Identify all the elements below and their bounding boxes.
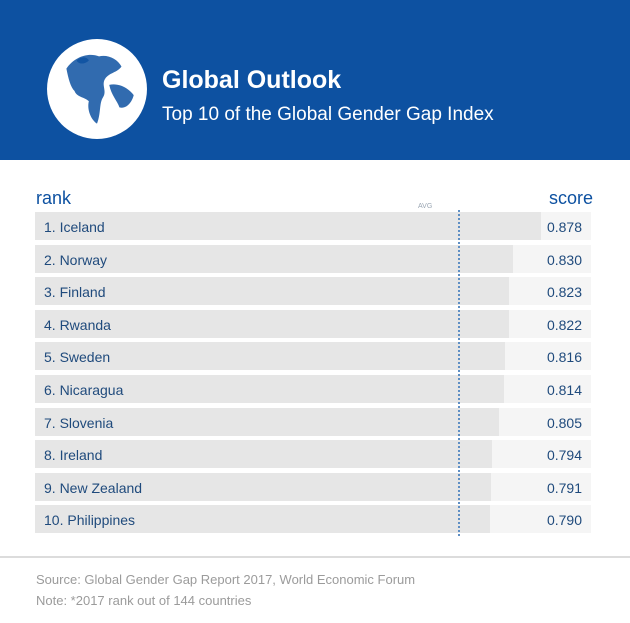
rank-country-label: 7. Slovenia: [44, 414, 114, 431]
table-row: 4. Rwanda 0.822: [35, 309, 591, 338]
rank-country-label: 2. Norway: [44, 251, 108, 268]
rank-country-label: 8. Ireland: [44, 447, 103, 464]
page-subtitle: Top 10 of the Global Gender Gap Index: [162, 104, 494, 125]
score-bar: [35, 277, 510, 306]
rank-country-label: 5. Sweden: [44, 349, 111, 366]
table-row: 2. Norway 0.830: [35, 244, 591, 273]
score-value: 0.830: [546, 251, 582, 268]
avg-line: [457, 210, 460, 536]
rank-country-label: 6. Nicaragua: [44, 381, 124, 398]
rank-country-label: 3. Finland: [44, 284, 106, 301]
score-value: 0.790: [546, 512, 582, 529]
table-row: 5. Sweden 0.816: [35, 342, 591, 371]
table-row: 7. Slovenia 0.805: [35, 407, 591, 436]
rank-country-label: 10. Philippines: [44, 512, 136, 529]
avg-label: AVG: [418, 203, 433, 210]
table-row: 8. Ireland 0.794: [35, 440, 591, 469]
table-row: 9. New Zealand 0.791: [35, 472, 591, 501]
note-text: Note: *2017 rank out of 144 countries: [36, 593, 252, 608]
score-bar: [35, 505, 491, 534]
score-value: 0.794: [546, 447, 582, 464]
header-banner: Global Outlook Top 10 of the Global Gend…: [0, 0, 630, 160]
table-row: 3. Finland 0.823: [35, 277, 591, 306]
score-column-header: score: [548, 188, 593, 208]
divider: [0, 556, 630, 558]
rank-country-label: 4. Rwanda: [44, 316, 111, 333]
score-value: 0.823: [546, 284, 582, 301]
source-text: Source: Global Gender Gap Report 2017, W…: [36, 572, 416, 587]
rank-column-header: rank: [36, 188, 72, 208]
score-value: 0.822: [546, 316, 582, 333]
table-row: 6. Nicaragua 0.814: [35, 374, 591, 403]
page-title: Global Outlook: [162, 66, 342, 94]
score-bar: [35, 309, 509, 338]
table-row: 1. Iceland 0.878: [35, 212, 591, 240]
score-value: 0.791: [546, 479, 582, 496]
score-value: 0.878: [546, 219, 582, 235]
score-bar: [35, 440, 493, 469]
score-bar: [35, 472, 491, 501]
table-row: 10. Philippines 0.790: [35, 505, 591, 534]
score-bar: [35, 342, 506, 371]
globe-icon: [47, 39, 147, 139]
score-bar: [35, 212, 541, 240]
rank-country-label: 1. Iceland: [44, 219, 105, 235]
score-bar: [35, 244, 514, 273]
score-bar: [35, 407, 499, 436]
score-value: 0.814: [546, 381, 582, 398]
score-value: 0.805: [546, 414, 582, 431]
score-bar: [35, 374, 504, 403]
score-value: 0.816: [546, 349, 582, 366]
bar-chart: 1. Iceland 0.878 2. Norway 0.830 3. Finland 0…: [35, 212, 591, 538]
rank-country-label: 9. New Zealand: [44, 479, 143, 496]
